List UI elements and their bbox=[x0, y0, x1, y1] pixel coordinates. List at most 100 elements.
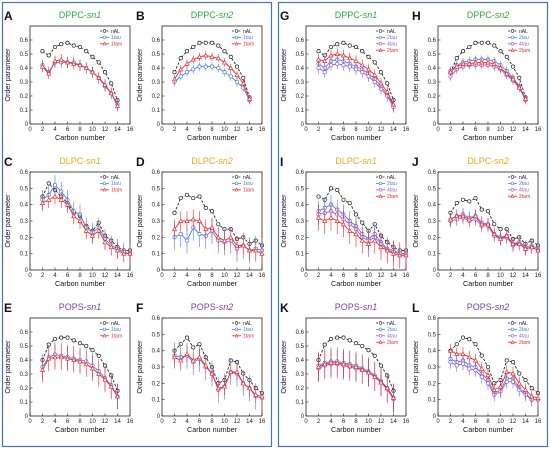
y-tick-label: 0.2 bbox=[296, 94, 305, 100]
x-axis-label: Carbon number bbox=[187, 279, 238, 288]
data-point bbox=[447, 69, 454, 75]
data-point bbox=[316, 194, 321, 199]
x-tick-label: 2 bbox=[41, 419, 45, 425]
data-point bbox=[460, 213, 466, 219]
panel-title: POPS-sn2 bbox=[467, 302, 510, 312]
y-tick-label: 0 bbox=[157, 414, 161, 420]
right-panel-frame bbox=[277, 1, 549, 448]
x-tick-label: 10 bbox=[221, 419, 228, 425]
data-point bbox=[96, 75, 102, 80]
y-tick-label: 0.4 bbox=[296, 203, 305, 209]
data-point bbox=[39, 200, 46, 205]
legend-marker bbox=[378, 327, 383, 332]
data-point bbox=[378, 70, 384, 75]
legend-entry: 1tam bbox=[100, 187, 122, 194]
data-point bbox=[83, 361, 89, 367]
subplot-k: K POPS-sn1 0 2 4 6 8 10 12 14 16 0 0.1 0.2 0.3 0.4 0.5 0.… bbox=[279, 301, 410, 434]
data-point bbox=[479, 59, 485, 65]
data-point bbox=[203, 362, 209, 368]
x-tick-label: 12 bbox=[510, 273, 517, 279]
data-point bbox=[322, 58, 328, 63]
data-point bbox=[454, 213, 460, 219]
data-point bbox=[108, 244, 114, 250]
data-point bbox=[403, 252, 409, 258]
data-point bbox=[491, 387, 497, 392]
data-point bbox=[491, 61, 497, 66]
legend-entry: nAL bbox=[376, 29, 396, 35]
y-tick-label: 0.3 bbox=[296, 372, 305, 378]
data-point bbox=[71, 338, 76, 343]
series-2tam bbox=[447, 344, 541, 405]
data-point bbox=[390, 250, 397, 256]
panel-title: DLPC-sn2 bbox=[467, 156, 509, 166]
data-point bbox=[529, 244, 535, 250]
data-point bbox=[203, 40, 208, 45]
x-axis-label: Carbon number bbox=[187, 425, 238, 434]
data-point bbox=[460, 351, 466, 356]
data-point bbox=[234, 369, 240, 374]
y-axis-label: Order parameter bbox=[279, 194, 288, 248]
legend-label: nAL bbox=[387, 321, 396, 327]
y-tick-label: 0.5 bbox=[296, 52, 305, 58]
data-point bbox=[372, 353, 377, 358]
data-point bbox=[492, 43, 497, 48]
legend-label: 1tam bbox=[243, 188, 254, 194]
y-tick-label: 0 bbox=[301, 268, 305, 274]
data-point bbox=[334, 51, 340, 56]
legend-label: 1tau bbox=[111, 181, 121, 187]
x-tick-label: 14 bbox=[114, 127, 121, 133]
y-tick-label: 0 bbox=[157, 122, 161, 128]
legend-label: 1tam bbox=[111, 334, 122, 340]
x-tick-label: 6 bbox=[66, 127, 70, 133]
y-tick-label: 0.4 bbox=[152, 349, 161, 355]
y-tick-label: 0.1 bbox=[296, 252, 305, 258]
y-tick-label: 0.3 bbox=[428, 80, 437, 86]
y-tick-label: 0 bbox=[433, 122, 437, 128]
data-point bbox=[467, 44, 472, 50]
data-point bbox=[228, 65, 234, 70]
data-point bbox=[222, 49, 227, 54]
data-point bbox=[353, 67, 359, 72]
data-point bbox=[360, 49, 365, 54]
data-point bbox=[335, 42, 340, 47]
y-axis-label: Order parameter bbox=[135, 340, 144, 394]
legend-marker bbox=[510, 29, 515, 33]
data-point bbox=[340, 361, 347, 367]
data-point bbox=[171, 354, 178, 360]
legend-marker bbox=[510, 327, 515, 332]
series-2tam bbox=[447, 209, 541, 257]
x-tick-label: 14 bbox=[114, 273, 121, 279]
y-tick-label: 0.1 bbox=[296, 108, 305, 114]
y-tick-label: 0.5 bbox=[428, 52, 437, 58]
legend-marker bbox=[102, 187, 107, 192]
data-point bbox=[517, 75, 522, 80]
data-point bbox=[485, 364, 491, 370]
data-point bbox=[39, 63, 46, 69]
legend-entry: 2tau bbox=[376, 327, 397, 333]
data-point bbox=[228, 234, 234, 240]
x-tick-label: 0 bbox=[160, 419, 164, 425]
data-point bbox=[234, 242, 240, 248]
data-point bbox=[322, 342, 327, 347]
data-point bbox=[529, 393, 535, 399]
data-point bbox=[504, 232, 510, 238]
subplot-c: C DLPC-sn1 0 2 4 6 8 10 12 14 16 0 0.1 0.2 0.3 0.4 0.5 0.… bbox=[3, 155, 134, 288]
legend-entry: 1tam bbox=[232, 333, 254, 340]
data-point bbox=[52, 183, 58, 188]
panel-title: DPPC-sn2 bbox=[467, 10, 510, 20]
panel-title: DLPC-sn1 bbox=[59, 156, 101, 166]
y-tick-label: 0.6 bbox=[152, 38, 161, 44]
legend-entry: nAL bbox=[100, 175, 120, 181]
y-tick-label: 0.2 bbox=[428, 94, 437, 100]
legend-marker bbox=[102, 321, 107, 325]
x-tick-label: 10 bbox=[365, 127, 372, 133]
x-tick-label: 16 bbox=[403, 419, 410, 425]
data-point bbox=[359, 367, 365, 372]
data-point bbox=[90, 348, 95, 353]
legend-marker bbox=[234, 321, 239, 325]
data-point bbox=[59, 42, 64, 47]
legend-entry: 4tau bbox=[376, 188, 397, 194]
x-tick-label: 16 bbox=[127, 273, 134, 279]
panel-title: DPPC-sn2 bbox=[191, 10, 234, 20]
legend-label: 2tau bbox=[387, 181, 397, 187]
